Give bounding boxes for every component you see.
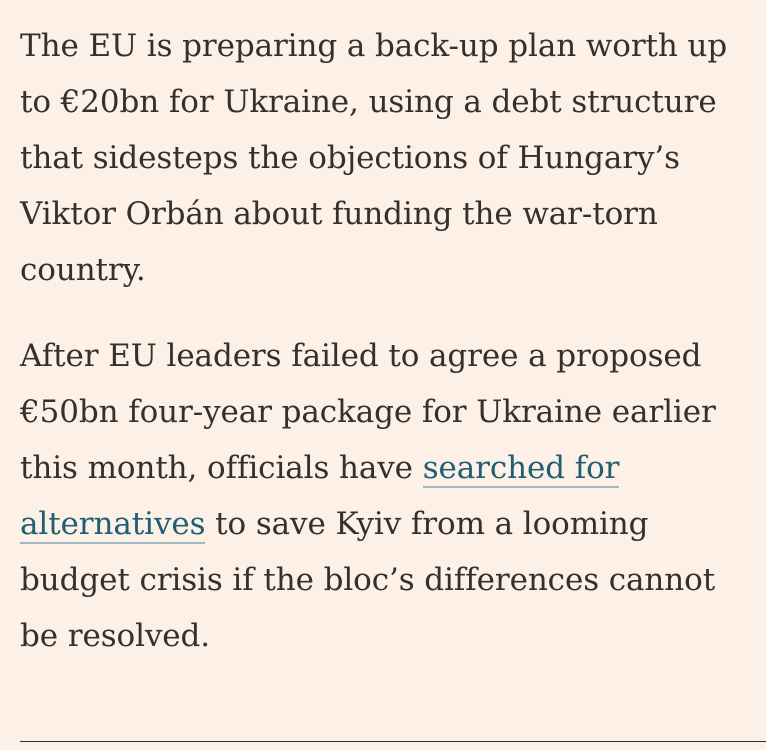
section-divider <box>20 741 766 742</box>
paragraph-2: After EU leaders failed to agree a propo… <box>20 328 760 664</box>
article-body: The EU is preparing a back-up plan worth… <box>20 18 760 694</box>
paragraph-2-text-after-link: to save Kyiv from a looming budget crisi… <box>20 506 716 654</box>
paragraph-2-text-before-link: After EU leaders failed to agree a propo… <box>20 338 716 486</box>
searched-for-alternatives-link[interactable]: searched for alternatives <box>20 450 620 544</box>
paragraph-1: The EU is preparing a back-up plan worth… <box>20 28 728 288</box>
